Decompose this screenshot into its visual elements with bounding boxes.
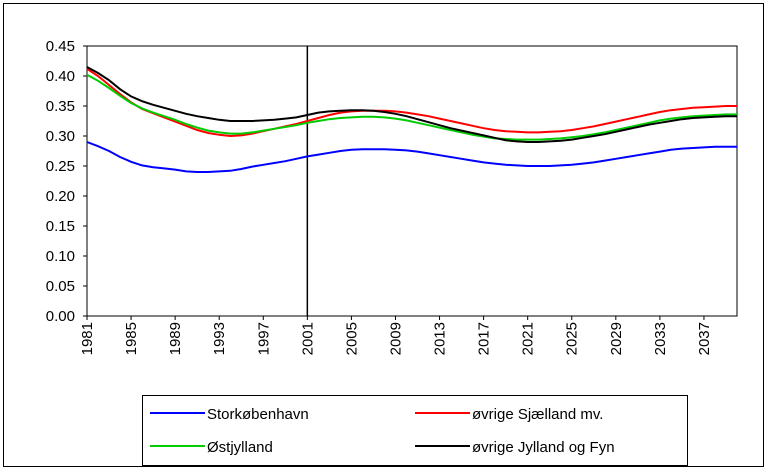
- y-tick-label: 0.40: [46, 68, 75, 85]
- x-tick-label: 1997: [255, 322, 272, 355]
- series-line: [86, 73, 737, 141]
- legend: [142, 395, 688, 466]
- x-tick-label: 2033: [652, 322, 669, 355]
- y-tick-label: 0.00: [46, 308, 75, 325]
- series-line: [86, 66, 737, 143]
- y-tick-label: 0.30: [46, 128, 75, 145]
- y-tick-label: 0.10: [46, 248, 75, 265]
- x-tick-label: 2025: [564, 322, 581, 355]
- x-tick-label: 2021: [520, 322, 537, 355]
- legend-label: øvrige Sjælland mv.: [472, 406, 603, 423]
- x-tick-label: 2029: [608, 322, 625, 355]
- series-line: [86, 67, 737, 138]
- plot-area: [86, 45, 738, 317]
- x-tick-label: 2001: [299, 322, 316, 355]
- x-tick-label: 2037: [696, 322, 713, 355]
- y-tick-label: 0.25: [46, 158, 75, 175]
- x-tick-label: 2017: [476, 322, 493, 355]
- x-tick-label: 2013: [432, 322, 449, 355]
- y-tick-label: 0.35: [46, 98, 75, 115]
- y-tick-label: 0.05: [46, 278, 75, 295]
- legend-label: øvrige Jylland og Fyn: [472, 439, 615, 456]
- y-tick-label: 0.20: [46, 188, 75, 205]
- x-tick-label: 2005: [343, 322, 360, 355]
- x-tick-label: 2009: [387, 322, 404, 355]
- x-tick-label: 1981: [79, 322, 96, 355]
- y-tick-label: 0.45: [46, 38, 75, 55]
- legend-label: Østjylland: [207, 439, 273, 456]
- x-tick-label: 1993: [211, 322, 228, 355]
- series-line: [86, 141, 737, 173]
- y-tick-label: 0.15: [46, 218, 75, 235]
- legend-label: Storkøbenhavn: [207, 406, 309, 423]
- x-tick-label: 1989: [167, 322, 184, 355]
- x-tick-label: 1985: [123, 322, 140, 355]
